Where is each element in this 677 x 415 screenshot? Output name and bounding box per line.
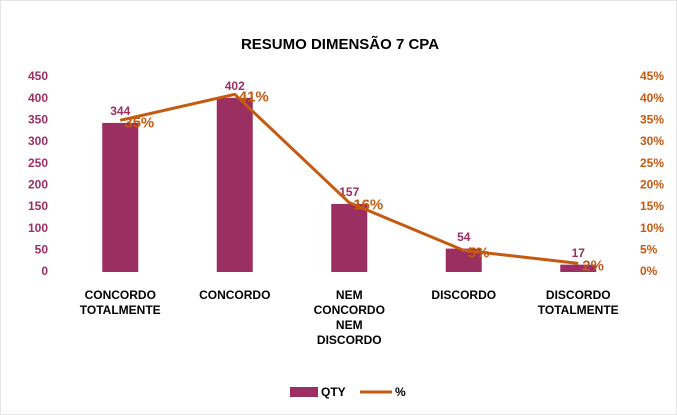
legend-label: QTY (321, 385, 346, 399)
bar (102, 122, 139, 272)
bar-value-label: 344 (110, 104, 130, 118)
x-tick-label: CONCORDO (199, 288, 270, 302)
bar-value-label: 157 (339, 185, 359, 199)
x-tick-label-line: NEM (336, 318, 363, 332)
y-tick-label: 450 (28, 69, 48, 83)
x-tick-label-line: DISCORDO (317, 333, 382, 347)
y2-tick-label: 5% (640, 243, 658, 257)
x-tick-label: DISCORDO (431, 288, 496, 302)
bar-value-label: 54 (457, 230, 471, 244)
x-tick-label-line: DISCORDO (546, 288, 611, 302)
line-value-label: 5% (468, 244, 490, 261)
y2-tick-label: 45% (640, 69, 664, 83)
x-tick-label-line: TOTALMENTE (80, 303, 161, 317)
y2-tick-label: 25% (640, 156, 664, 170)
x-tick-label: DISCORDO TOTALMENTE (538, 288, 619, 317)
bar-value-label: 17 (572, 246, 586, 260)
bar (216, 97, 253, 272)
y-tick-label: 0 (41, 264, 48, 278)
bar-value-label: 402 (225, 79, 245, 93)
line (119, 92, 579, 265)
legend-label: % (395, 385, 406, 399)
y2-tick-label: 30% (640, 134, 664, 148)
x-tick-label: NEM CONCORDO NEM DISCORDO (314, 288, 385, 347)
bar (560, 264, 597, 272)
y-tick-label: 250 (28, 156, 48, 170)
y2-tick-label: 40% (640, 91, 664, 105)
chart-title: RESUMO DIMENSÃO 7 CPA (241, 35, 439, 53)
y-tick-label: 200 (28, 178, 48, 192)
bar (445, 248, 482, 272)
y-tick-label: 300 (28, 134, 48, 148)
y-tick-label: 150 (28, 199, 48, 213)
y2-tick-label: 20% (640, 178, 664, 192)
x-tick-label-line: CONCORDO (85, 288, 156, 302)
y-tick-label: 100 (28, 221, 48, 235)
y2-tick-label: 10% (640, 221, 664, 235)
legend-swatch (290, 387, 318, 397)
x-tick-label-line: CONCORDO (314, 303, 385, 317)
y2-tick-label: 15% (640, 199, 664, 213)
x-tick-label-line: TOTALMENTE (538, 303, 619, 317)
x-tick-label: CONCORDO TOTALMENTE (80, 288, 161, 317)
bar (331, 203, 368, 272)
line-value-label: 2% (582, 257, 604, 274)
line-value-label: 16% (353, 197, 383, 214)
y2-tick-label: 35% (640, 113, 664, 127)
y-tick-label: 350 (28, 113, 48, 127)
y2-tick-label: 0% (640, 264, 658, 278)
line-value-label: 35% (124, 114, 154, 131)
y-tick-label: 50 (35, 243, 49, 257)
y-tick-label: 400 (28, 91, 48, 105)
x-tick-label-line: CONCORDO (199, 288, 270, 302)
x-tick-label-line: NEM (336, 288, 363, 302)
line-value-label: 41% (239, 88, 269, 105)
x-tick-label-line: DISCORDO (431, 288, 496, 302)
